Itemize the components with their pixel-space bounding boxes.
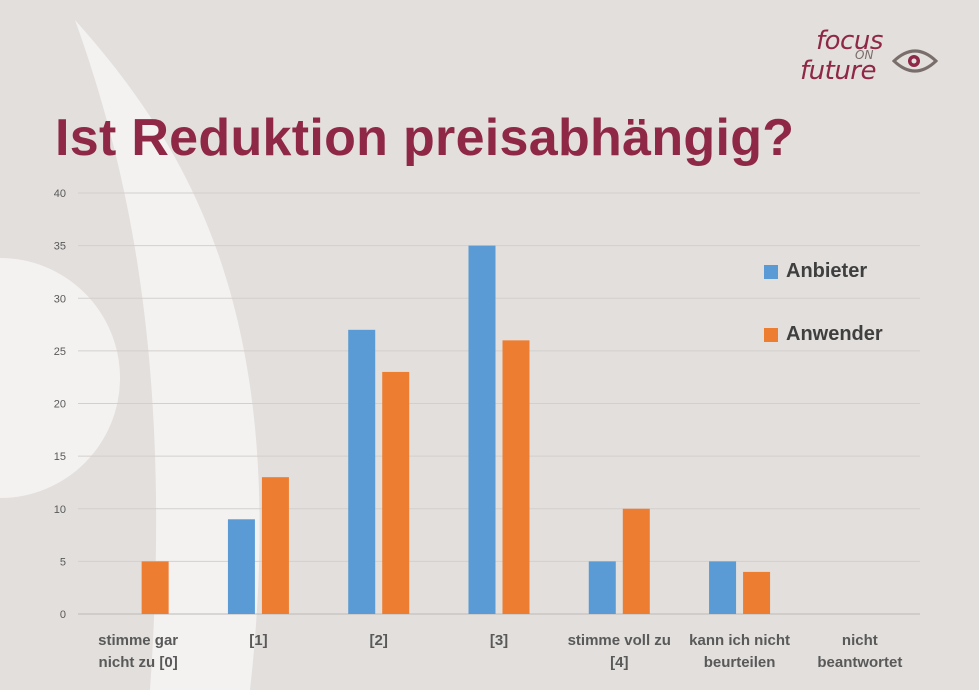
x-tick-label-line: [4] xyxy=(610,654,628,671)
focus-on-future-logo: focus ON future xyxy=(800,26,950,88)
bar-anbieter xyxy=(709,561,737,614)
y-tick-label: 40 xyxy=(54,188,66,200)
logo-word-future: future xyxy=(800,56,877,86)
x-tick-label-line: beurteilen xyxy=(704,654,776,671)
x-tick-label-line: [2] xyxy=(370,632,388,649)
x-tick-label-line: nicht zu [0] xyxy=(99,654,178,671)
x-tick-label-line: stimme voll zu xyxy=(568,632,671,649)
legend-swatch-anbieter xyxy=(764,264,778,279)
bar-anwender xyxy=(743,571,771,614)
x-tick-label: [1] xyxy=(249,632,267,649)
bar-anbieter xyxy=(227,519,255,614)
bar-anwender xyxy=(141,561,169,614)
x-tick-label-line: nicht xyxy=(842,632,878,649)
x-tick-label: [2] xyxy=(370,632,388,649)
bar-anbieter xyxy=(468,245,496,614)
x-tick-label: kann ich nicht beurteilen xyxy=(689,632,790,671)
bar-anbieter xyxy=(588,561,616,614)
legend-item-anwender: Anwender xyxy=(764,323,883,346)
y-tick-label: 30 xyxy=(54,293,66,305)
x-tick-label-line: kann ich nicht xyxy=(689,632,790,649)
x-tick-label: stimme gar nicht zu [0] xyxy=(98,632,178,671)
logo-word-focus: focus xyxy=(816,26,883,56)
x-tick-label-line: beantwortet xyxy=(817,654,902,671)
bar-anwender xyxy=(382,371,410,614)
y-tick-label: 15 xyxy=(54,451,66,463)
legend-label-anwender: Anwender xyxy=(786,323,883,345)
x-tick-label: stimme voll zu [4] xyxy=(568,632,671,671)
x-tick-label: nicht beantwortet xyxy=(817,632,902,671)
y-tick-label: 10 xyxy=(54,504,66,516)
x-tick-label: [3] xyxy=(490,632,508,649)
x-tick-label-line: stimme gar xyxy=(98,632,178,649)
y-tick-label: 5 xyxy=(60,556,66,568)
y-tick-label: 35 xyxy=(54,241,66,253)
legend-item-anbieter: Anbieter xyxy=(764,260,867,283)
x-tick-label-line: [3] xyxy=(490,632,508,649)
bar-anwender xyxy=(622,508,650,614)
logo-word-on: ON xyxy=(855,48,874,62)
eye-icon xyxy=(892,49,938,73)
y-tick-label: 25 xyxy=(54,346,66,358)
legend-label-anbieter: Anbieter xyxy=(786,260,868,282)
bar-anwender xyxy=(261,477,289,614)
y-tick-label: 0 xyxy=(60,609,66,621)
x-tick-label-line: [1] xyxy=(249,632,267,649)
bar-anwender xyxy=(502,340,530,614)
y-tick-label: 20 xyxy=(54,399,66,411)
page-title: Ist Reduktion preisabhängig? xyxy=(55,109,795,167)
bar-anbieter xyxy=(348,329,376,614)
legend-swatch-anwender xyxy=(764,327,778,342)
